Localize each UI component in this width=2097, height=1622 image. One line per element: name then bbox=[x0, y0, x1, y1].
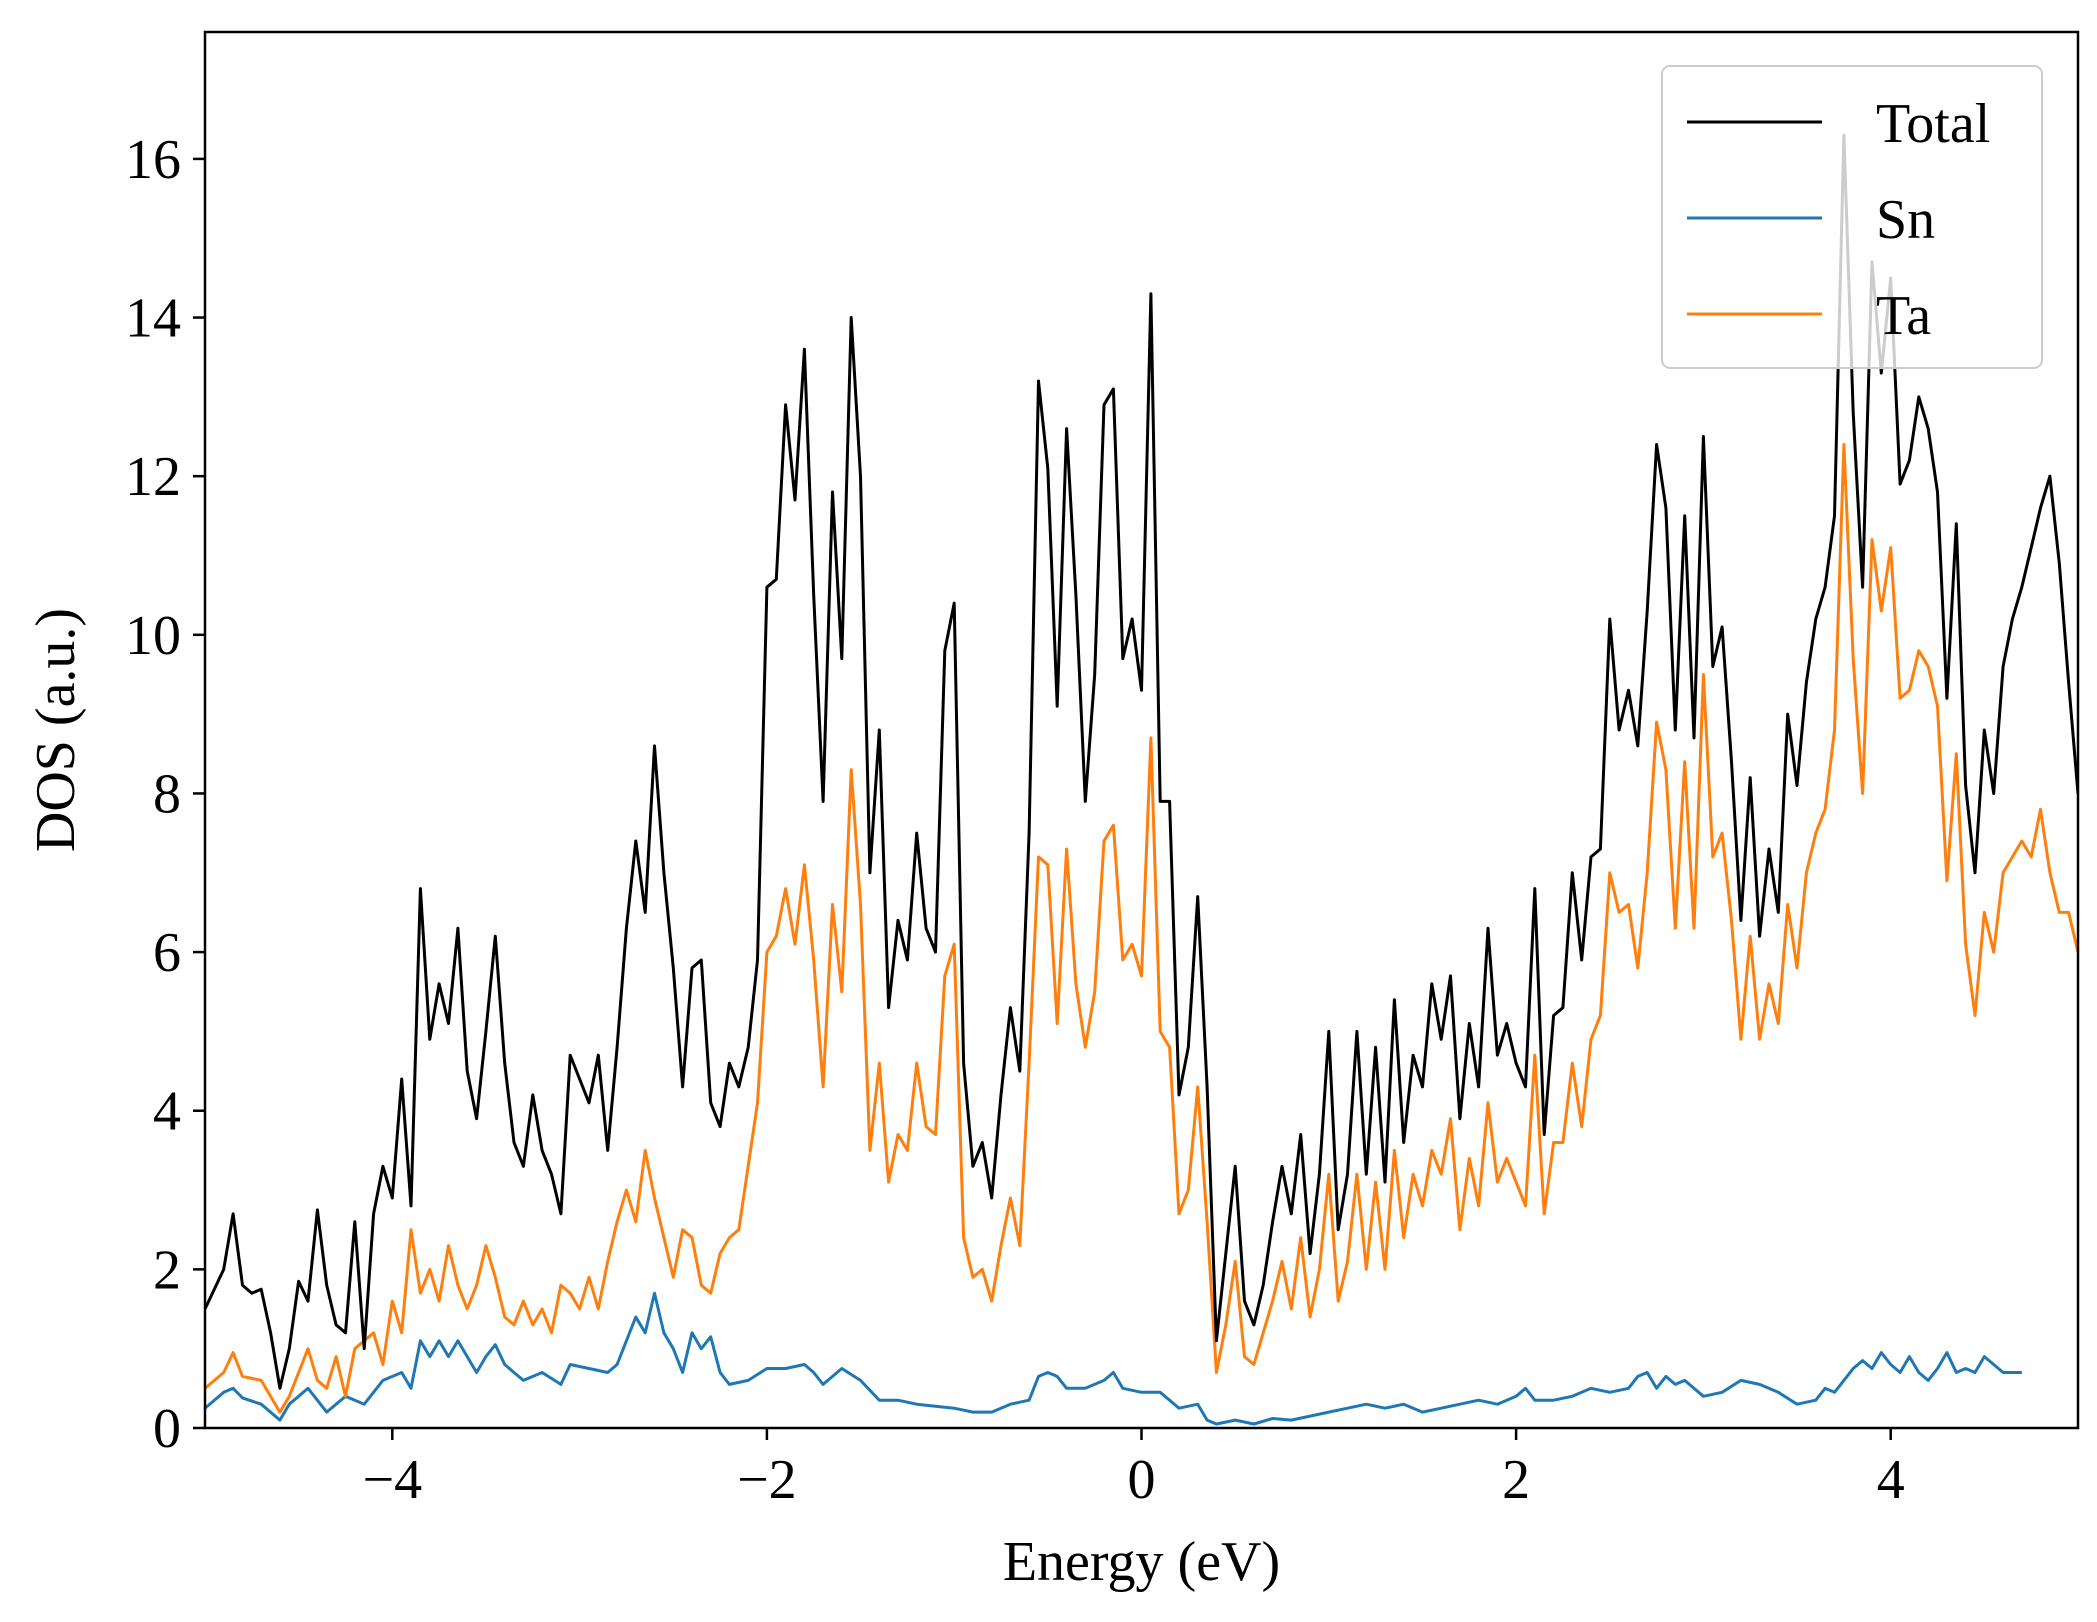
y-tick-label: 10 bbox=[125, 605, 181, 667]
series-line-ta bbox=[205, 443, 2078, 1414]
x-tick-label: 0 bbox=[1128, 1449, 1156, 1511]
legend-box bbox=[1661, 65, 2043, 369]
x-tick-label: −2 bbox=[737, 1449, 797, 1511]
y-tick-label: 2 bbox=[153, 1239, 181, 1301]
x-axis-ticks: −4 −2 0 2 4 bbox=[363, 1428, 1905, 1511]
legend-label-total: Total bbox=[1876, 93, 1990, 155]
series-line-total bbox=[205, 133, 2078, 1390]
plot-lines bbox=[205, 133, 2078, 1426]
x-tick-label: 4 bbox=[1877, 1449, 1905, 1511]
y-tick-label: 6 bbox=[153, 922, 181, 984]
legend-label-ta: Ta bbox=[1876, 285, 1931, 347]
y-tick-label: 14 bbox=[125, 288, 181, 350]
y-tick-label: 16 bbox=[125, 129, 181, 191]
y-tick-label: 8 bbox=[153, 763, 181, 825]
legend-label-sn: Sn bbox=[1876, 189, 1935, 251]
x-axis-label: Energy (eV) bbox=[1003, 1531, 1280, 1593]
y-axis-ticks: 0 2 4 6 8 10 12 14 16 bbox=[125, 129, 205, 1460]
y-axis-label: DOS (a.u.) bbox=[25, 608, 87, 852]
legend: Total Sn Ta bbox=[1661, 65, 2043, 369]
y-tick-label: 4 bbox=[153, 1081, 181, 1143]
series-line-sn bbox=[205, 1291, 2022, 1426]
y-tick-label: 12 bbox=[125, 446, 181, 508]
x-tick-label: 2 bbox=[1502, 1449, 1530, 1511]
x-tick-label: −4 bbox=[363, 1449, 423, 1511]
y-tick-label: 0 bbox=[153, 1398, 181, 1460]
